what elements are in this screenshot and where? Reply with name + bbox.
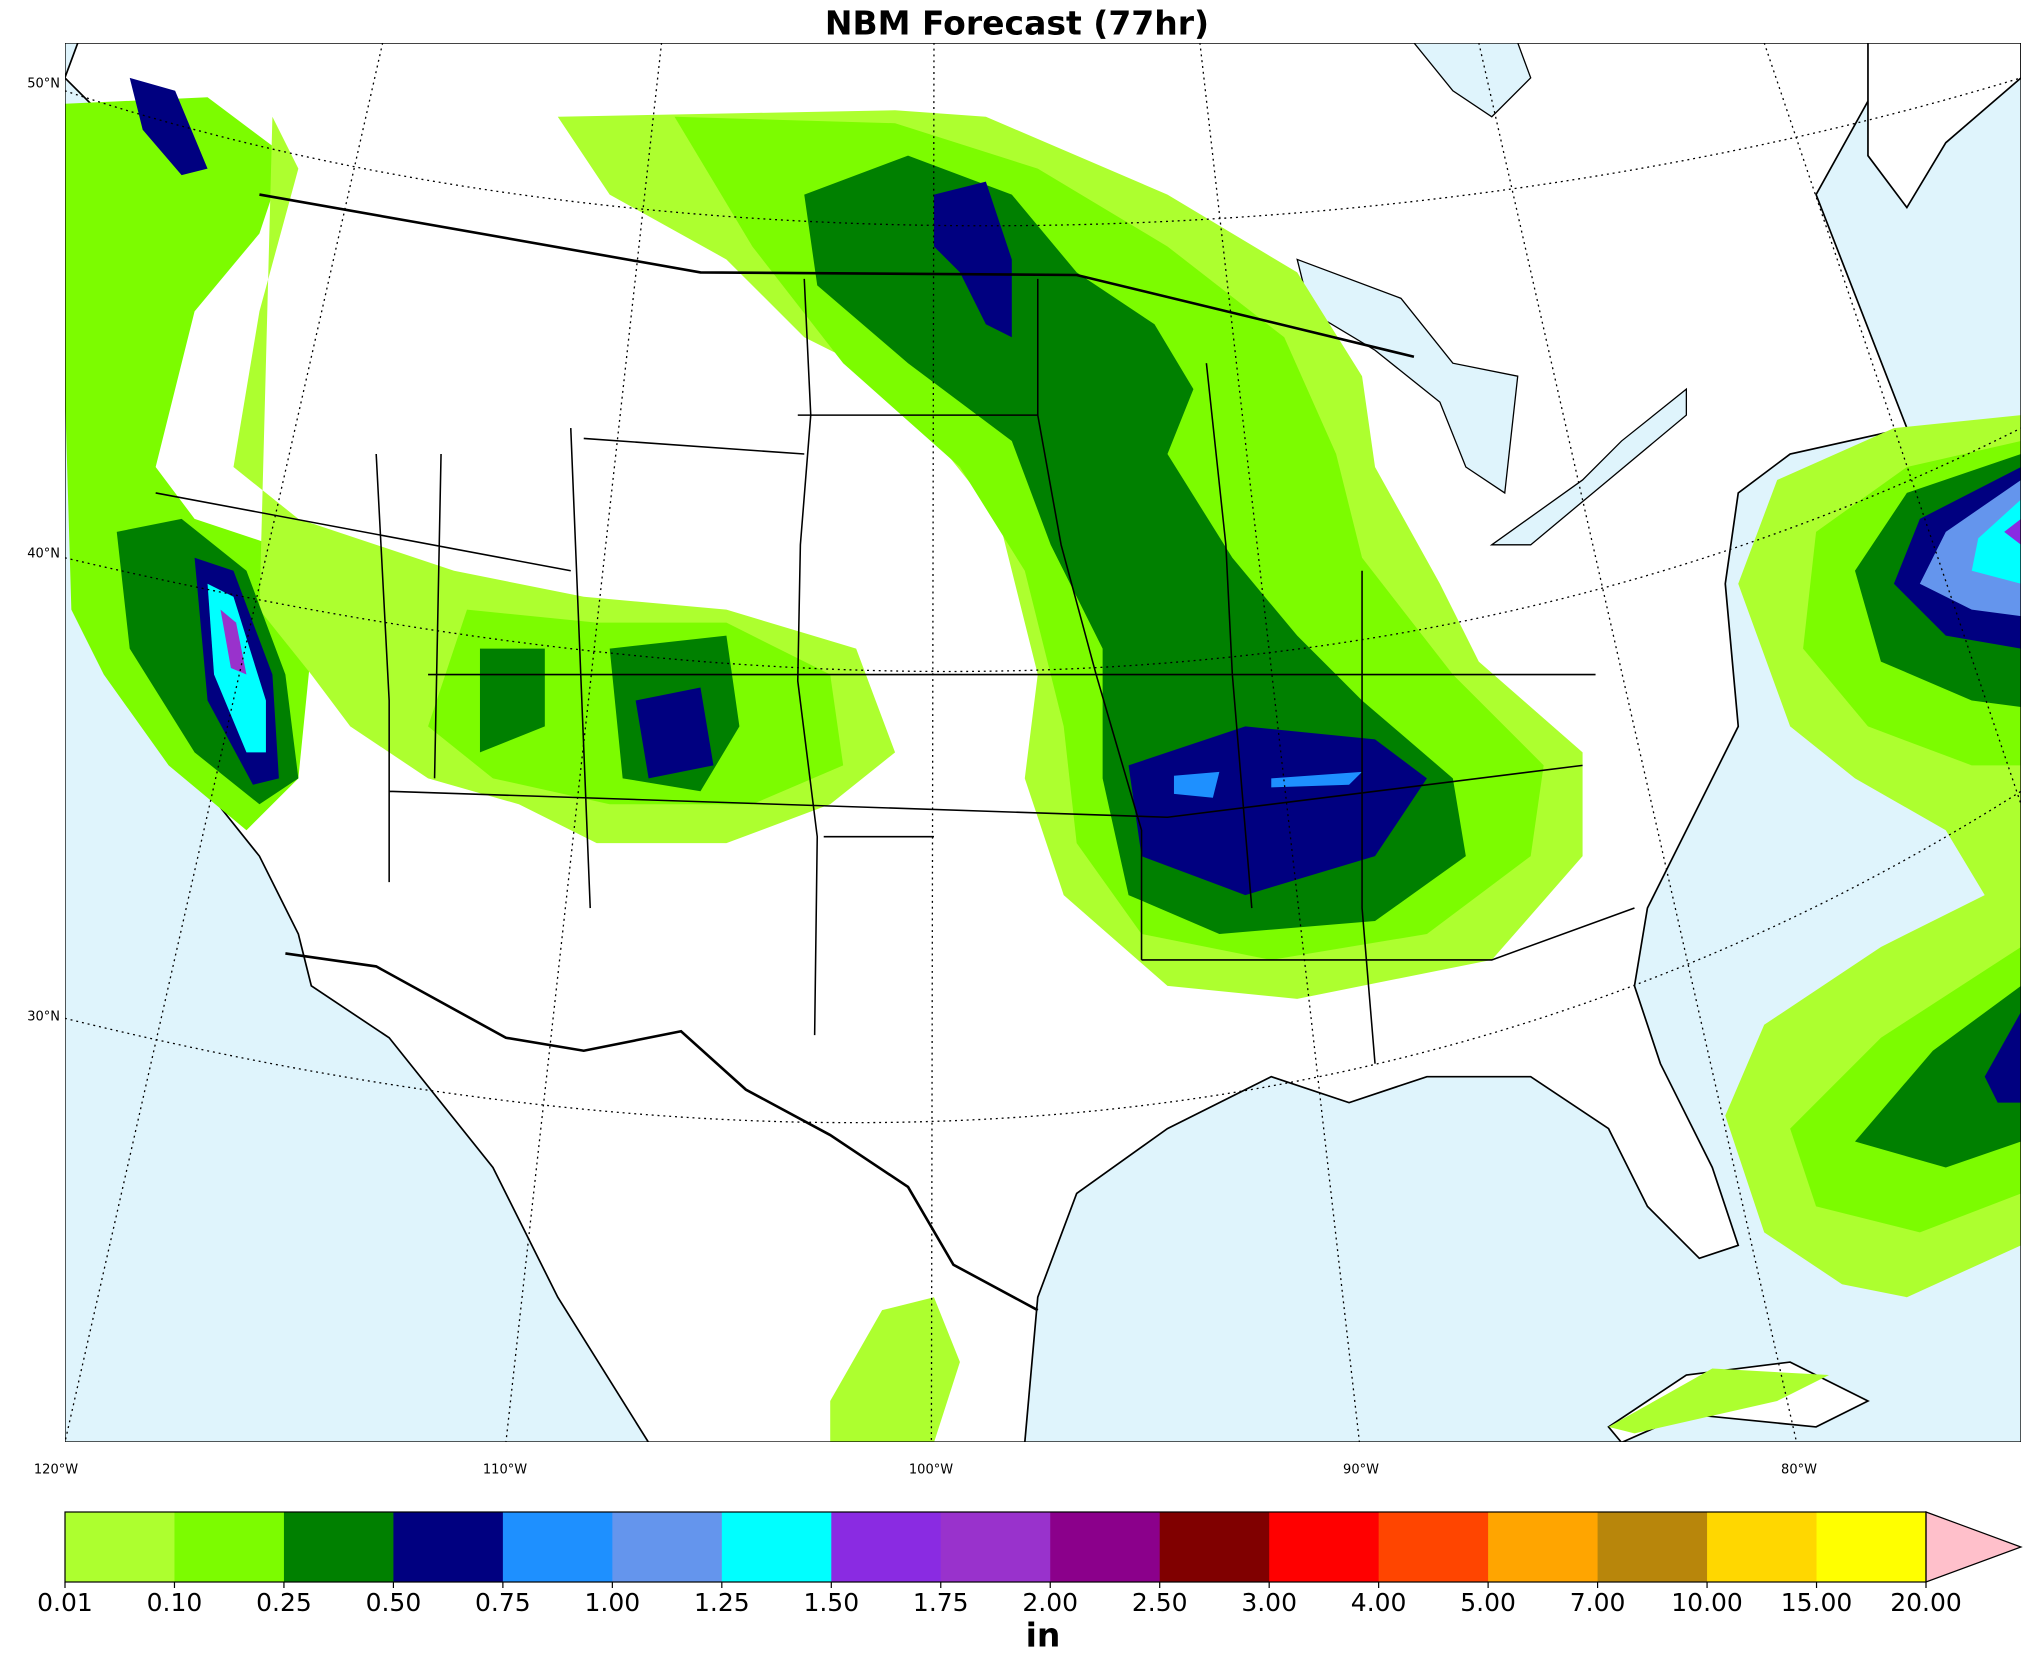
colorbar-tick-label: 20.00 [1890, 1588, 1962, 1617]
colorbar-tick-label: 15.00 [1781, 1588, 1853, 1617]
colorbar-tick-label: 1.50 [803, 1588, 859, 1617]
lat-label: 50°N [27, 77, 60, 92]
color-bin [283, 1512, 394, 1582]
colorbar-tick-label: 0.75 [475, 1588, 531, 1617]
lake [1296, 258, 1519, 495]
color-bin [940, 1512, 1051, 1582]
colorbar-tick-label: 5.00 [1460, 1588, 1516, 1617]
colorbar-tick-label: 1.00 [585, 1588, 641, 1617]
color-bin [831, 1512, 942, 1582]
colorbar-tick-label: 2.50 [1132, 1588, 1188, 1617]
map [65, 43, 2021, 1442]
color-bin [393, 1512, 504, 1582]
lat-label: 40°N [27, 547, 60, 562]
colorbar-frame [64, 1511, 1927, 1583]
lon-label: 120°W [34, 1463, 78, 1478]
map-layers [65, 43, 2021, 1442]
lon-label: 100°W [909, 1463, 953, 1478]
color-bin [174, 1512, 285, 1582]
color-bin [1159, 1512, 1270, 1582]
lon-label: 110°W [483, 1463, 527, 1478]
color-bin [1050, 1512, 1161, 1582]
color-bin [612, 1512, 723, 1582]
lon-label: 80°W [1781, 1463, 1817, 1478]
colorbar-tick-label: 2.00 [1022, 1588, 1078, 1617]
color-bin [1488, 1512, 1599, 1582]
color-bin [1816, 1512, 1927, 1582]
colorbar-tick-label: 0.01 [37, 1588, 93, 1617]
coordinate-labels: 50°N 40°N 30°N 120°W 110°W 100°W 90°W 80°W [27, 77, 1817, 1478]
color-bin [65, 1512, 175, 1582]
colorbar-tick-label: 10.00 [1671, 1588, 1743, 1617]
color-bin [1378, 1512, 1489, 1582]
colorbar-tick-label: 0.10 [147, 1588, 203, 1617]
color-bin [721, 1512, 832, 1582]
colorbar-tick-label: 4.00 [1351, 1588, 1407, 1617]
lat-label: 30°N [27, 1010, 60, 1025]
color-bin [1597, 1512, 1708, 1582]
land [1867, 43, 2021, 210]
lon-label: 90°W [1343, 1463, 1379, 1478]
lake [1489, 387, 1688, 546]
bay [1413, 43, 1532, 118]
colorbar-tick-label: 0.25 [256, 1588, 312, 1617]
colorbar-tick-label: 0.50 [366, 1588, 422, 1617]
colorbar-tick-label: 7.00 [1570, 1588, 1626, 1617]
colorbar-tick-label: 3.00 [1241, 1588, 1297, 1617]
color-bin [502, 1512, 613, 1582]
colorbar: 0.01 0.10 0.25 0.50 0.75 1.00 1.25 1.50 1.75 2.00… [37, 1511, 2023, 1617]
color-bin [1269, 1512, 1380, 1582]
colorbar-unit: in [1026, 1616, 1061, 1655]
title: NBM Forecast (77hr) [825, 4, 1209, 43]
colorbar-extend [1925, 1511, 2023, 1583]
colorbar-tick-label: 1.25 [694, 1588, 750, 1617]
colorbar-tick-label: 1.75 [913, 1588, 969, 1617]
color-bin [1707, 1512, 1818, 1582]
